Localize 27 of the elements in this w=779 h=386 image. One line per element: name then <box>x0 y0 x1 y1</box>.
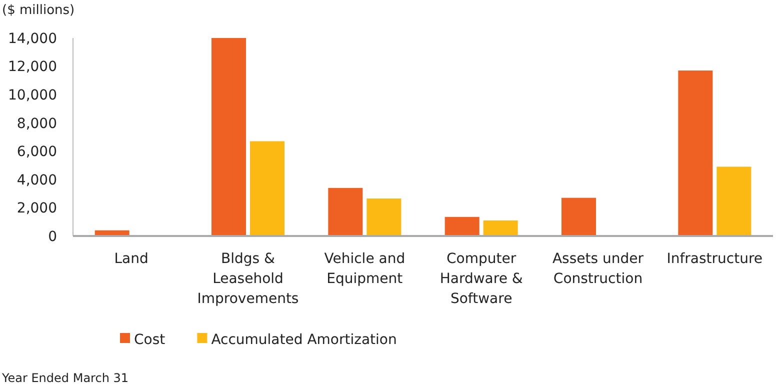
bar <box>366 198 402 236</box>
x-tick-label: Vehicle and Equipment <box>324 251 406 287</box>
y-tick-label: 14,000 <box>8 30 57 47</box>
x-tick-label: Bldgs & Leasehold Improvements <box>197 251 299 307</box>
x-tick-label: Land <box>114 251 148 267</box>
legend-label: Cost <box>134 332 166 348</box>
y-tick-label: 12,000 <box>8 59 57 76</box>
legend-label: Accumulated Amortization <box>211 332 397 348</box>
bar <box>444 216 480 236</box>
y-axis-title: ($ millions) <box>2 3 75 18</box>
x-tick-label: Assets under Construction <box>552 251 644 287</box>
y-tick-label: 2,000 <box>16 200 57 217</box>
y-tick-label: 0 <box>48 228 57 245</box>
bar <box>562 198 596 236</box>
x-tick-label: Computer Hardware & Software <box>440 251 523 307</box>
bar <box>483 220 518 236</box>
bar <box>212 38 246 236</box>
y-tick-label: 8,000 <box>16 116 57 132</box>
y-tick-label: 4,000 <box>16 172 57 188</box>
bar <box>328 188 363 236</box>
x-tick-label: Infrastructure <box>666 251 763 267</box>
bar <box>716 166 752 236</box>
y-tick-label: 6,000 <box>16 144 57 160</box>
text: Year Ended March 31 <box>1 371 129 385</box>
y-tick-label: 10,000 <box>8 87 57 104</box>
bar <box>250 141 284 236</box>
bar <box>678 70 713 236</box>
